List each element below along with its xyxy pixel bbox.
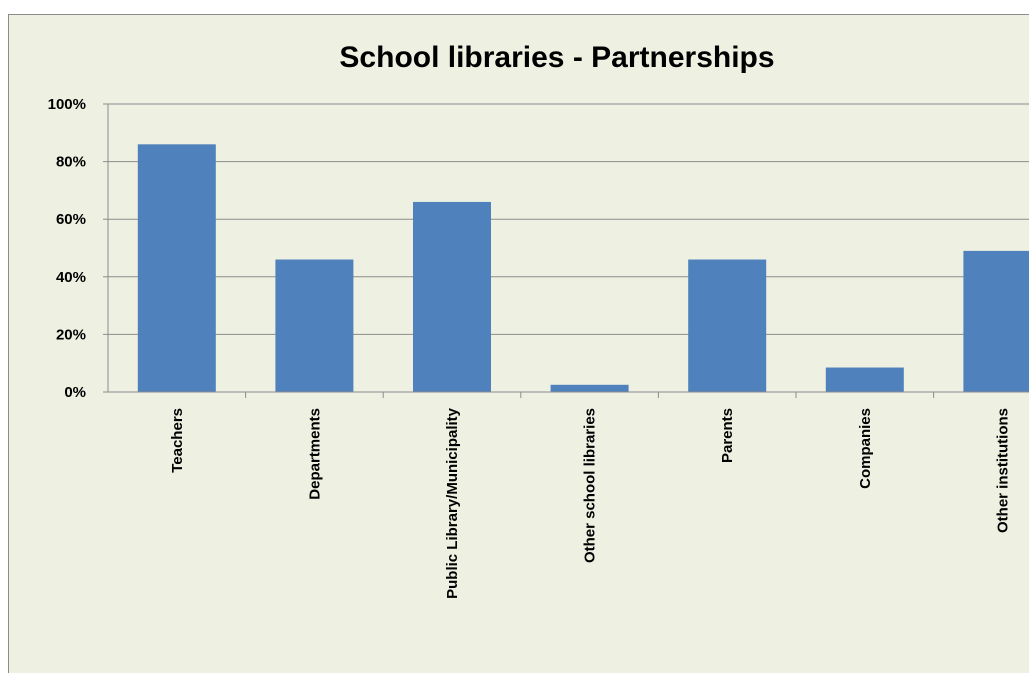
- category-label: Other school libraries: [582, 408, 599, 563]
- bar-public-library-municipality: [413, 201, 491, 392]
- bar-other-school-libraries: [550, 384, 629, 392]
- bar-companies: [825, 367, 904, 392]
- category-labels: Teachers Departments Public Library/Munici…: [169, 407, 1012, 599]
- category-label: Public Library/Municipality: [444, 407, 461, 599]
- y-tick-label: 80%: [56, 154, 86, 171]
- y-tick-label: 20%: [56, 326, 86, 343]
- category-label: Other institutions: [994, 408, 1011, 533]
- category-label: Departments: [306, 408, 323, 500]
- bars: [137, 144, 1029, 392]
- y-tick-label: 100%: [48, 96, 86, 113]
- bar-other-institutions: [963, 250, 1029, 392]
- bar-teachers: [137, 144, 216, 392]
- category-label: Teachers: [169, 408, 186, 473]
- category-label: Companies: [857, 408, 874, 489]
- y-tick-label: 40%: [56, 269, 86, 286]
- y-tick-label: 60%: [56, 211, 86, 228]
- bar-departments: [275, 259, 354, 392]
- chart-title: School libraries - Partnerships: [339, 41, 775, 74]
- bar-parents: [688, 259, 767, 392]
- axes: [103, 103, 1029, 398]
- category-label: Parents: [719, 408, 736, 463]
- y-tick-labels: 0% 20% 40% 60% 80% 100%: [48, 96, 86, 401]
- gridlines: [108, 103, 1029, 335]
- y-tick-label: 0%: [64, 384, 86, 401]
